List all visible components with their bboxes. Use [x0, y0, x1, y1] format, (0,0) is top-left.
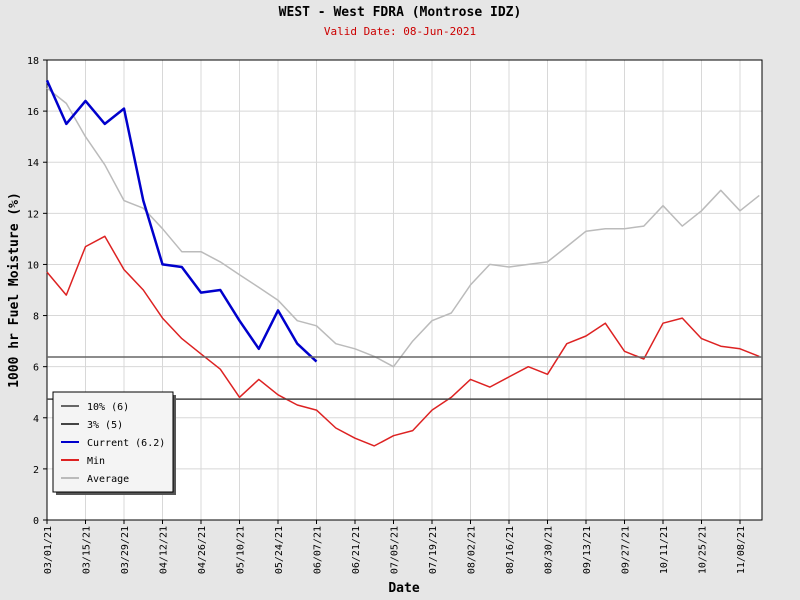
legend-label: Average	[87, 474, 129, 485]
x-tick-label: 03/29/21	[120, 526, 131, 574]
legend-label: Min	[87, 456, 105, 467]
x-tick-label: 03/01/21	[43, 526, 54, 574]
x-tick-label: 10/25/21	[698, 526, 709, 574]
x-axis-label: Date	[388, 581, 419, 596]
y-tick-label: 12	[27, 209, 39, 220]
y-tick-label: 10	[27, 260, 39, 271]
x-tick-label: 08/02/21	[467, 526, 478, 574]
x-tick-label: 05/24/21	[274, 526, 285, 574]
legend-label: 10% (6)	[87, 402, 129, 413]
y-tick-label: 16	[27, 107, 39, 118]
x-tick-label: 09/13/21	[582, 526, 593, 574]
y-tick-label: 4	[33, 414, 39, 425]
x-tick-label: 06/21/21	[351, 526, 362, 574]
x-tick-label: 03/15/21	[82, 526, 93, 574]
chart-subtitle: Valid Date: 08-Jun-2021	[324, 25, 476, 38]
y-tick-label: 2	[33, 465, 39, 476]
x-tick-label: 06/07/21	[313, 526, 324, 574]
y-axis-label: 1000 hr Fuel Moisture (%)	[7, 192, 22, 388]
chart-title: WEST - West FDRA (Montrose IDZ)	[279, 5, 522, 20]
x-tick-label: 04/12/21	[159, 526, 170, 574]
x-tick-label: 07/19/21	[428, 526, 439, 574]
x-tick-label: 08/30/21	[544, 526, 555, 574]
x-tick-label: 09/27/21	[621, 526, 632, 574]
plot-frame	[46, 59, 763, 521]
legend-label: Current (6.2)	[87, 438, 165, 449]
series-line	[46, 235, 760, 447]
x-tick-label: 08/16/21	[505, 526, 516, 574]
y-tick-label: 0	[33, 516, 39, 527]
y-tick-label: 14	[27, 158, 39, 169]
series-line	[46, 87, 760, 368]
x-tick-label: 05/10/21	[236, 526, 247, 574]
x-tick-label: 04/26/21	[197, 526, 208, 574]
y-tick-label: 8	[33, 312, 39, 323]
legend-label: 3% (5)	[87, 420, 123, 431]
x-tick-label: 07/05/21	[390, 526, 401, 574]
y-tick-label: 18	[27, 56, 39, 67]
x-tick-label: 11/08/21	[736, 526, 747, 574]
y-tick-label: 6	[33, 363, 39, 374]
x-tick-label: 10/11/21	[659, 526, 670, 574]
series-line	[45, 79, 318, 363]
